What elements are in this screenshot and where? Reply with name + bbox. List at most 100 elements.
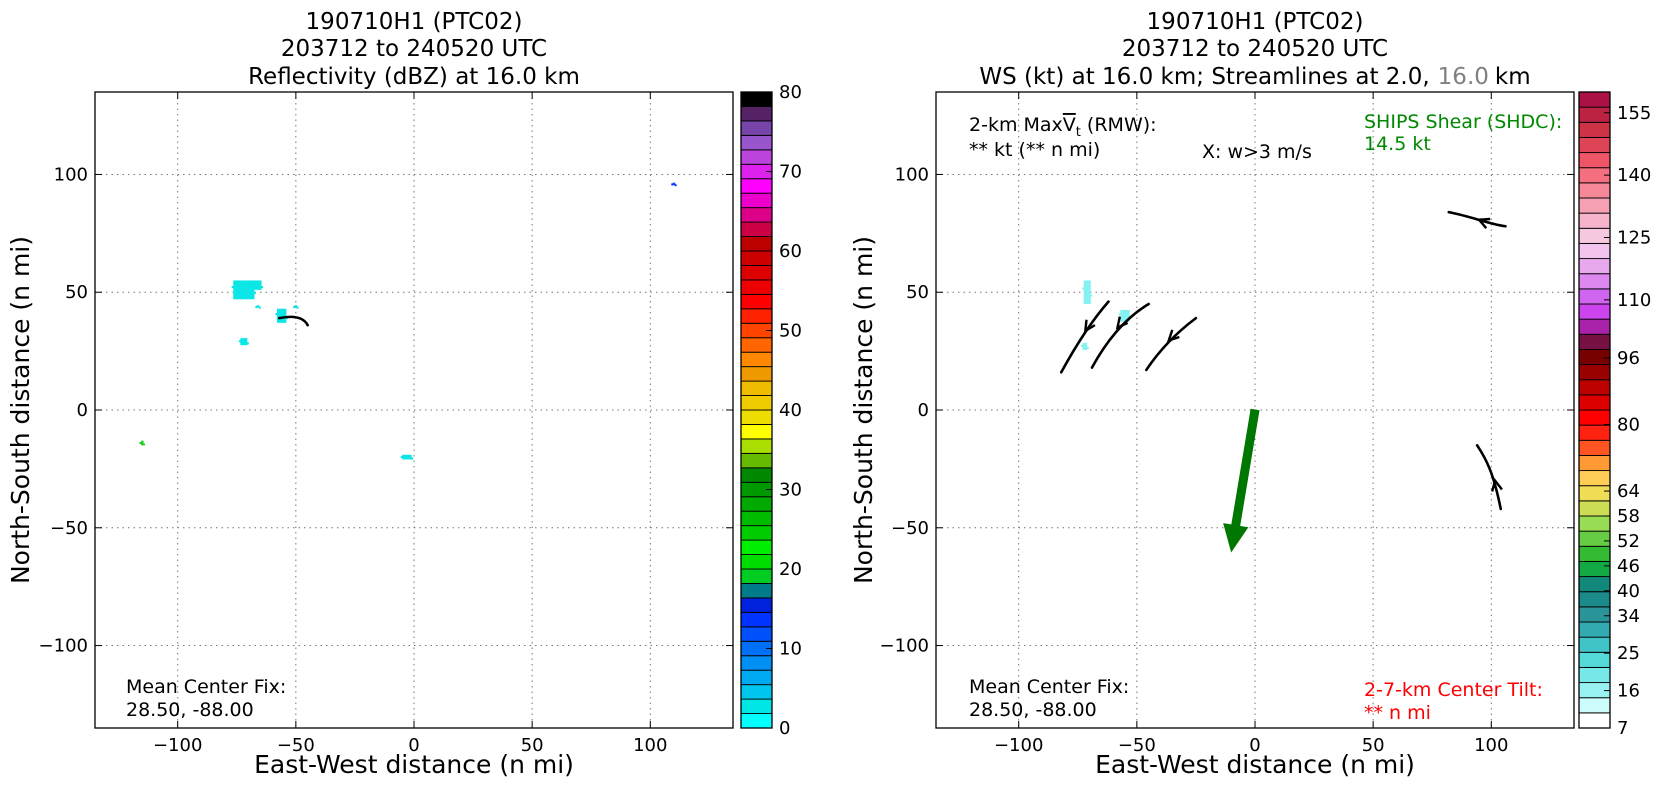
left-colorbar-segment [740,380,773,396]
left-colorbar-segment [740,467,773,483]
left-echo-speckle [238,340,241,343]
left-echo-speckle [671,183,674,186]
left-colorbar-segment [740,554,773,570]
left-colorbar-tick-label: 80 [779,82,802,103]
right-colorbar-segment [1578,515,1611,532]
right-colorbar-segment [1578,288,1611,305]
left-echo-speckle [254,291,256,294]
left-center-fix-value: 28.50, -88.00 [126,699,254,721]
right-colorbar-segment [1578,212,1611,229]
left-y-tick-label: −100 [39,636,88,657]
right-ticks: −100 −50 0 50 100 −100 −50 0 50 100 [880,92,1574,756]
left-echo-speckle [142,443,145,446]
left-echo-speckle [246,342,249,345]
right-title-line-3-main: WS (kt) at 16.0 km; Streamlines at 2.0, [979,64,1429,90]
reflectivity-panel: 190710H1 (PTC02) 203712 to 240520 UTC Re… [6,9,802,779]
right-title-line-1: 190710H1 (PTC02) [1147,9,1364,35]
left-y-tick-label: 0 [77,400,88,421]
left-echo-speckle [293,305,296,308]
right-x-tick-label: −100 [994,735,1043,756]
left-title-line-3: Reflectivity (dBZ) at 16.0 km [248,64,580,90]
right-y-tick-label: 100 [895,164,929,185]
right-colorbar-tick-label: 140 [1617,165,1651,186]
right-y-tick-label: 0 [918,400,929,421]
right-colorbar-segment [1578,136,1611,154]
right-echo-speckle [1082,287,1085,290]
right-streamline-arrowhead [1166,329,1180,343]
left-colorbar-segment [740,452,773,469]
right-colorbar-segment [1578,227,1611,244]
left-colorbar-segment [740,337,773,353]
right-colorbar-segment [1578,91,1611,108]
right-colorbar-segment [1578,576,1611,593]
left-grid [95,92,733,728]
left-colorbar-segment [740,192,773,209]
right-x-tick-label: 0 [1249,735,1260,756]
right-colorbar-tick-label: 155 [1617,103,1651,124]
right-colorbar-segment [1578,560,1611,578]
right-colorbar: 7 16 25 34 40 46 52 58 64 80 96 110 125 140 155 [1578,91,1651,739]
right-colorbar-segment [1578,106,1611,123]
left-colorbar-tick-label: 40 [779,400,802,421]
left-echo-patch [402,454,412,460]
right-colorbar-tick-label: 46 [1617,556,1640,577]
right-colorbar-segment [1578,121,1611,138]
right-colorbar-segment [1578,333,1611,350]
right-streamline [1475,444,1503,511]
right-colorbar-segment [1578,364,1611,381]
left-colorbar-segment [740,366,773,382]
left-colorbar-segment [740,510,773,527]
right-y-tick-label: −100 [880,636,929,657]
right-colorbar-tick-label: 16 [1617,681,1640,702]
left-colorbar-segment [740,626,773,642]
right-y-tick-label: 50 [906,282,929,303]
right-colorbar-segment [1578,379,1611,396]
left-title-line-1: 190710H1 (PTC02) [306,9,523,35]
right-colorbar-tick-label: 7 [1617,718,1628,739]
right-colorbar-segment [1578,712,1611,729]
left-colorbar-segment [740,395,773,411]
left-colorbar-segment [740,655,773,671]
left-x-axis-label: East-West distance (n mi) [254,750,574,779]
right-colorbar-segment [1578,197,1611,214]
left-colorbar-segment [740,611,773,628]
left-colorbar-segment [740,583,773,599]
left-colorbar-segment [740,713,773,729]
right-colorbar-segment [1578,470,1611,487]
right-colorbar-tick-label: 58 [1617,506,1640,527]
right-colorbar-segment [1578,152,1611,169]
left-colorbar-tick-label: 30 [779,480,802,501]
left-colorbar-segment [740,293,773,310]
left-colorbar-segment [740,351,773,368]
right-colorbar-tick-label: 80 [1617,415,1640,436]
left-y-tick-label: 100 [54,164,88,185]
right-echo-patch [1120,309,1130,322]
right-x-tick-label: −50 [1118,735,1156,756]
right-colorbar-tick-label: 25 [1617,643,1640,664]
left-y-tick-label: 50 [65,282,88,303]
right-colorbar-segment [1578,182,1611,199]
right-streamline [1059,300,1110,374]
right-colorbar-tick-label: 64 [1617,481,1640,502]
right-colorbar-frame [1578,91,1611,729]
maxvt-label-prefix: 2-km Max [969,114,1063,136]
left-colorbar-segment [740,221,773,237]
left-center-fix-label: Mean Center Fix: [126,676,286,698]
right-colorbar-segment [1578,439,1611,456]
right-echo-speckle [1090,294,1093,297]
left-echo-patch [294,305,298,308]
right-colorbar-segment [1578,636,1611,653]
left-colorbar-tick-label: 0 [779,718,790,739]
right-title-line-3-unit: km [1495,64,1531,90]
right-echo-patch [1082,342,1088,350]
left-colorbar-segment [740,236,773,252]
left-colorbar-segment [740,525,773,541]
left-colorbar-segment [740,698,773,714]
right-x-tick-label: 100 [1474,735,1508,756]
left-echo-speckle [400,456,403,459]
left-colorbar-segment [740,207,773,223]
maxvt-label-suffix: (RMW): [1081,114,1157,136]
left-colorbar-segment [740,568,773,584]
left-colorbar-segment [740,106,773,122]
